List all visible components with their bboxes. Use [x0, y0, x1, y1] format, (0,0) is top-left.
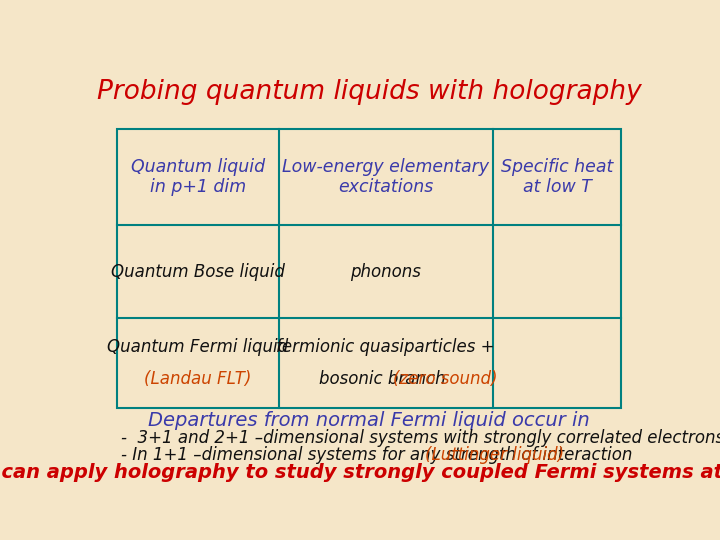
Text: Quantum Bose liquid: Quantum Bose liquid	[111, 262, 284, 281]
Text: phonons: phonons	[351, 262, 421, 281]
Text: One can apply holography to study strongly coupled Fermi systems at low T: One can apply holography to study strong…	[0, 463, 720, 482]
Text: Probing quantum liquids with holography: Probing quantum liquids with holography	[96, 79, 642, 105]
Text: (Luttinger liquid): (Luttinger liquid)	[425, 446, 564, 464]
Bar	[117, 129, 621, 408]
Text: fermionic quasiparticles +: fermionic quasiparticles +	[276, 339, 495, 356]
Text: bosonic branch: bosonic branch	[320, 370, 451, 388]
Text: - In 1+1 –dimensional systems for any strength of interaction: - In 1+1 –dimensional systems for any st…	[121, 446, 637, 464]
Text: Departures from normal Fermi liquid occur in: Departures from normal Fermi liquid occu…	[148, 411, 590, 430]
Text: (zero sound): (zero sound)	[393, 370, 498, 388]
Text: -  3+1 and 2+1 –dimensional systems with strongly correlated electrons: - 3+1 and 2+1 –dimensional systems with …	[121, 429, 720, 447]
Text: Quantum liquid
in p+1 dim: Quantum liquid in p+1 dim	[130, 158, 265, 197]
Text: Low-energy elementary
excitations: Low-energy elementary excitations	[282, 158, 490, 197]
Text: (Landau FLT): (Landau FLT)	[144, 370, 251, 388]
Text: Quantum Fermi liquid: Quantum Fermi liquid	[107, 339, 288, 356]
Text: Specific heat
at low T: Specific heat at low T	[501, 158, 613, 197]
